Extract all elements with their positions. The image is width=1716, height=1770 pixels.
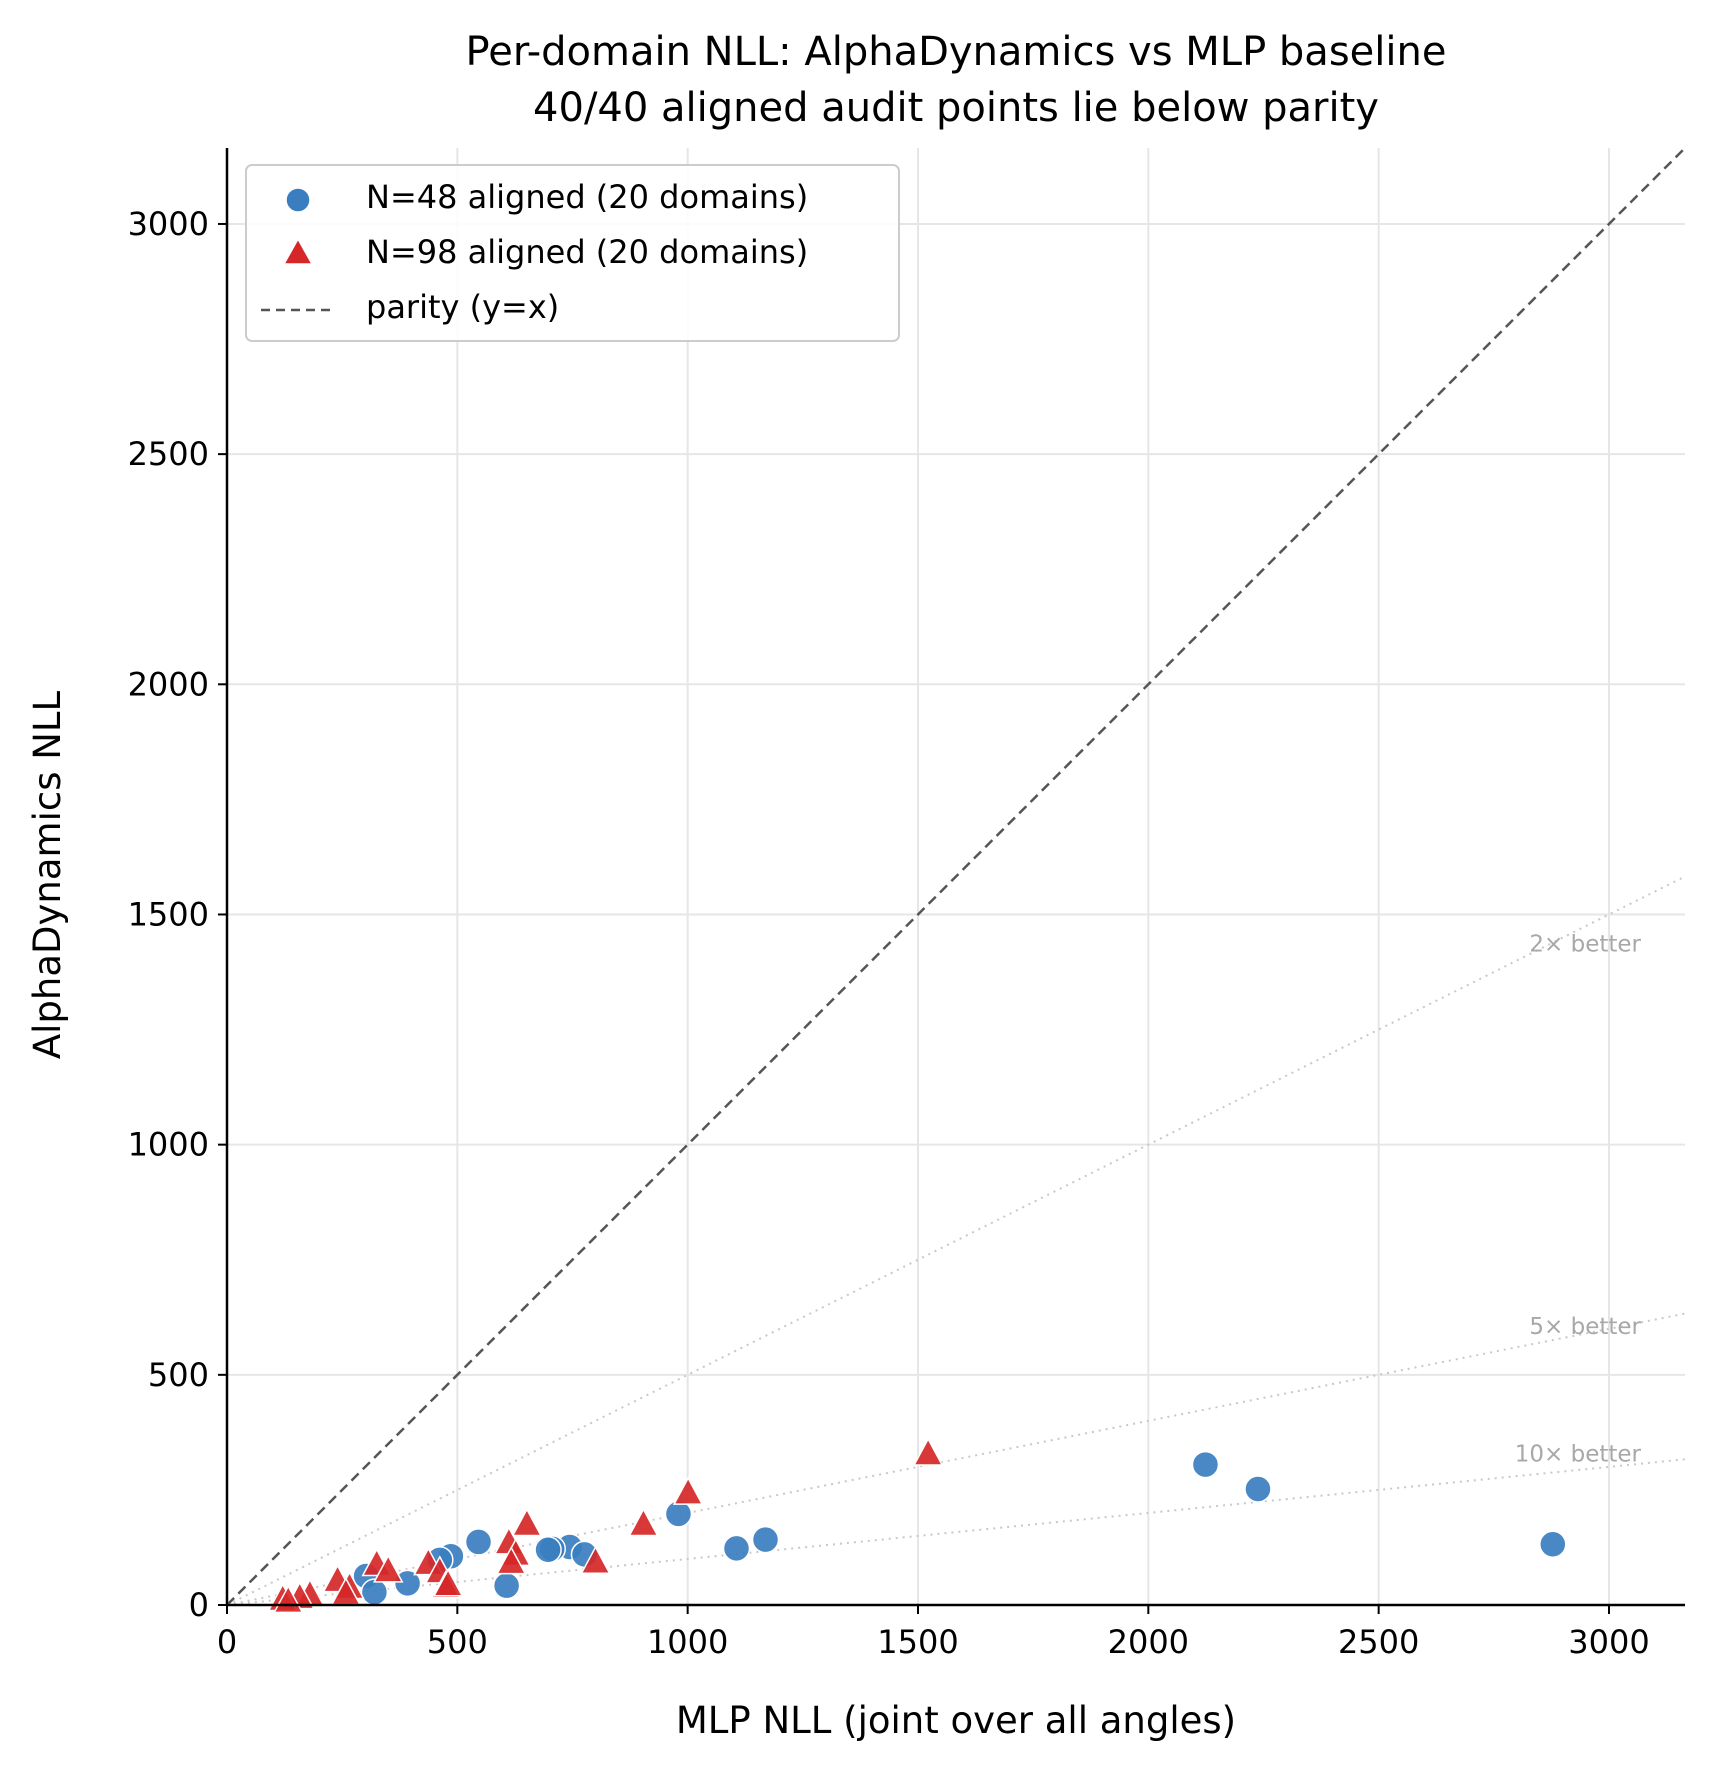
- y-tick-label: 1500: [128, 895, 209, 933]
- x-tick-label: 500: [427, 1623, 488, 1661]
- y-tick-label: 3000: [128, 205, 209, 243]
- reference-lines: [226, 147, 1686, 1606]
- n98-point: [372, 1554, 404, 1583]
- legend-label-parity: parity (y=x): [366, 288, 559, 326]
- y-tick-label: 2000: [128, 665, 209, 703]
- y-tick-label: 0: [189, 1586, 209, 1624]
- parity-line: [226, 147, 1686, 1606]
- legend-box: [245, 164, 900, 342]
- x-tick-label: 0: [217, 1623, 237, 1661]
- x-tick-label: 2000: [1108, 1623, 1189, 1661]
- x-tick-label: 2500: [1338, 1623, 1419, 1661]
- n98-point: [628, 1507, 659, 1537]
- n48-point: [393, 1569, 422, 1598]
- x-tick-label: 1500: [877, 1623, 958, 1661]
- ratio-line-label: 10× better: [1515, 1441, 1642, 1467]
- n48-point: [722, 1534, 751, 1563]
- n48-point: [1191, 1450, 1220, 1479]
- n48-point: [1244, 1475, 1272, 1503]
- legend-marker-n98: [282, 237, 314, 265]
- y-axis-label: AlphaDynamics NLL: [26, 690, 69, 1059]
- x-tick-label: 3000: [1568, 1623, 1649, 1661]
- axes: [218, 148, 1685, 1614]
- chart-subtitle: 40/40 aligned audit points lie below par…: [533, 85, 1379, 131]
- n98-point: [672, 1476, 704, 1505]
- n48-point: [464, 1528, 493, 1556]
- n98-point: [912, 1437, 944, 1466]
- n98-point: [432, 1568, 464, 1597]
- ratio-line: [226, 875, 1686, 1606]
- n48-point: [360, 1578, 389, 1606]
- legend-label-n98: N=98 aligned (20 domains): [366, 233, 808, 271]
- y-tick-label: 1000: [128, 1126, 209, 1164]
- ratio-labels: 2× better 5× better 10× better: [1515, 931, 1642, 1467]
- chart-title: Per-domain NLL: AlphaDynamics vs MLP bas…: [466, 29, 1447, 75]
- n98-point: [495, 1546, 527, 1575]
- y-tick-label: 2500: [128, 435, 209, 473]
- n98-point: [511, 1507, 543, 1537]
- n48-point: [534, 1536, 562, 1564]
- n48-point: [1539, 1530, 1567, 1558]
- n98-point: [580, 1545, 611, 1574]
- legend: N=48 aligned (20 domains) N=98 aligned (…: [245, 164, 900, 342]
- y-tick-label: 500: [148, 1356, 209, 1394]
- ratio-line-label: 2× better: [1529, 931, 1641, 957]
- n48-point: [492, 1571, 521, 1600]
- ratio-line: [226, 1312, 1686, 1606]
- x-axis-label: MLP NLL (joint over all angles): [676, 1699, 1236, 1742]
- tick-labels: 0 500 1000 1500 2000 2500 3000 0 500 1000 1500 2000…: [128, 205, 1650, 1661]
- ratio-line-label: 5× better: [1529, 1314, 1641, 1340]
- legend-label-n48: N=48 aligned (20 domains): [366, 178, 808, 216]
- x-tick-label: 1000: [647, 1623, 728, 1661]
- legend-marker-n48: [285, 187, 311, 213]
- n48-point: [751, 1525, 780, 1554]
